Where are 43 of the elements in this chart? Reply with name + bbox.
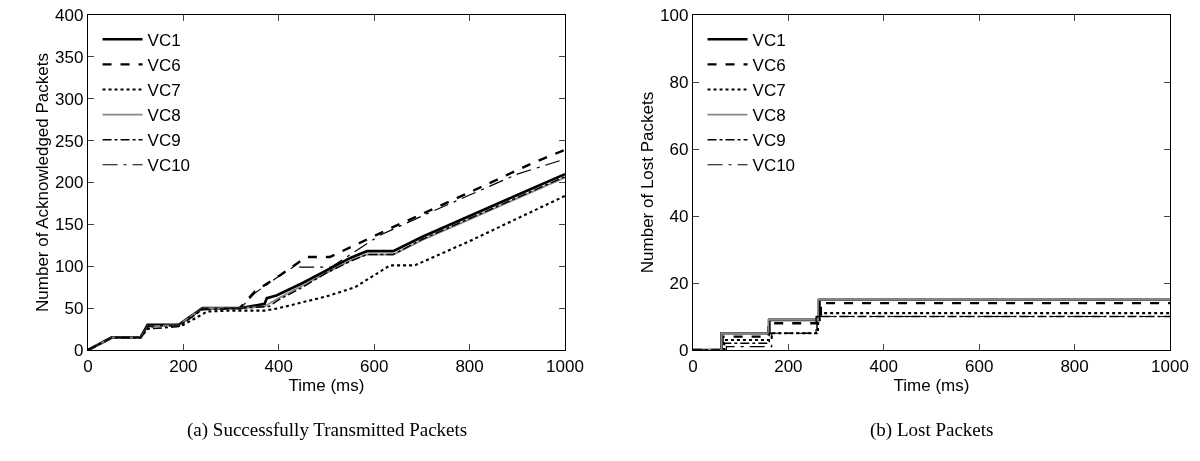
y-tick-label: 250 [55, 131, 84, 151]
x-axis-title: Time (ms) [893, 375, 970, 395]
y-tick-label: 300 [55, 89, 84, 109]
legend-label: VC10 [147, 156, 191, 176]
legend-label: VC9 [752, 131, 786, 151]
x-tick-label: 800 [455, 356, 484, 376]
y-tick-label: 100 [660, 5, 689, 25]
text: (a) Successfully Transmitted Packets [187, 419, 468, 441]
legend-label: VC7 [147, 81, 181, 101]
x-tick-label: 200 [774, 356, 803, 376]
legend-label: VC1 [752, 30, 786, 50]
y-tick-label: 50 [64, 299, 84, 319]
y-tick-label: 0 [73, 340, 84, 360]
legend-label: VC6 [147, 55, 181, 75]
y-tick-label: 150 [55, 215, 84, 235]
y-tick-label: 20 [669, 273, 689, 293]
y-axis-title: Number of Acknowledged Packets [32, 53, 52, 312]
y-tick-label: 40 [669, 206, 689, 226]
x-tick-label: 600 [360, 356, 389, 376]
y-tick-label: 60 [669, 139, 689, 159]
text: (b) Lost Packets [870, 419, 994, 441]
y-tick-label: 100 [55, 257, 84, 277]
x-tick-label: 400 [264, 356, 293, 376]
legend-label: VC6 [752, 55, 786, 75]
y-tick-label: 350 [55, 47, 84, 67]
y-tick-label: 0 [678, 340, 689, 360]
x-tick-label: 600 [965, 356, 994, 376]
y-axis-title: Number of Lost Packets [637, 91, 657, 274]
legend-label: VC8 [752, 106, 786, 126]
y-tick-label: 400 [55, 5, 84, 25]
legend-label: VC1 [147, 30, 181, 50]
x-tick-label: 400 [869, 356, 898, 376]
y-tick-label: 200 [55, 173, 84, 193]
legend-label: VC8 [147, 106, 181, 126]
x-tick-label: 1000 [1151, 356, 1189, 376]
legend-label: VC7 [752, 81, 786, 101]
legend-label: VC9 [147, 131, 181, 151]
y-tick-label: 80 [669, 72, 689, 92]
x-tick-label: 800 [1060, 356, 1089, 376]
legend-label: VC10 [752, 156, 796, 176]
x-axis-title: Time (ms) [288, 375, 365, 395]
x-tick-label: 1000 [546, 356, 584, 376]
x-tick-label: 200 [169, 356, 198, 376]
